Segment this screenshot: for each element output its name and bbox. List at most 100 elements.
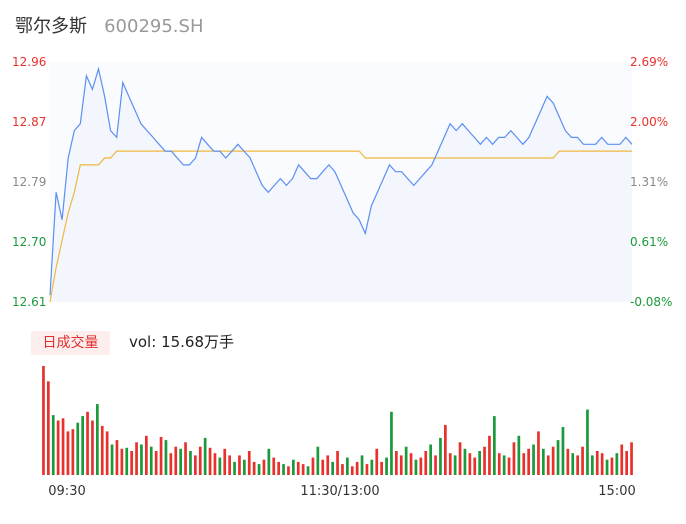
price-tick-label: 12.61 bbox=[12, 295, 46, 309]
volume-bar bbox=[478, 451, 481, 475]
volume-bar bbox=[272, 457, 276, 475]
volume-bar bbox=[341, 464, 344, 475]
volume-bar bbox=[76, 422, 80, 475]
volume-bar bbox=[439, 437, 442, 475]
pct-tick-label: -0.08% bbox=[630, 295, 672, 309]
volume-bar bbox=[194, 455, 197, 475]
volume-bar bbox=[66, 431, 70, 475]
volume-bar bbox=[395, 451, 398, 475]
volume-bar bbox=[287, 466, 290, 475]
volume-readout-value: 15.68万手 bbox=[161, 333, 235, 351]
pct-tick-label: 1.31% bbox=[630, 175, 668, 189]
volume-bar bbox=[120, 448, 124, 475]
volume-bar bbox=[174, 446, 178, 475]
price-tick-label: 12.96 bbox=[12, 55, 46, 69]
volume-bar bbox=[493, 416, 496, 475]
time-tick-label: 15:00 bbox=[598, 484, 635, 499]
avg-price-line bbox=[49, 150, 632, 303]
volume-bar bbox=[551, 446, 555, 475]
volume-bar bbox=[586, 409, 589, 475]
volume-bar bbox=[208, 447, 212, 476]
volume-bar bbox=[223, 448, 227, 475]
volume-bar bbox=[135, 442, 138, 475]
volume-bar bbox=[355, 461, 359, 475]
volume-bar bbox=[380, 461, 383, 475]
volume-bar bbox=[47, 381, 50, 475]
volume-bar bbox=[292, 459, 295, 475]
time-tick-label: 09:30 bbox=[48, 484, 85, 499]
volume-bar bbox=[154, 451, 158, 475]
volume-bar bbox=[96, 404, 99, 475]
volume-bar bbox=[311, 457, 315, 475]
price-tick-label: 12.79 bbox=[12, 175, 46, 189]
volume-bar bbox=[184, 442, 187, 475]
volume-bar bbox=[424, 451, 428, 475]
volume-bar bbox=[502, 455, 506, 475]
volume-bar bbox=[86, 411, 89, 475]
volume-bar bbox=[267, 448, 271, 475]
volume-bar bbox=[296, 461, 300, 475]
volume-bar bbox=[198, 446, 202, 475]
volume-bar bbox=[238, 455, 241, 475]
volume-bar bbox=[149, 446, 153, 475]
volume-bar bbox=[42, 366, 45, 475]
volume-bar bbox=[453, 455, 457, 475]
volume-bar bbox=[233, 461, 236, 475]
intraday-price-chart: 12.96 12.87 12.79 12.70 12.61 2.69% 2.00% 1.31%… bbox=[12, 55, 672, 309]
volume-bar bbox=[532, 444, 535, 475]
time-tick-label: 11:30/13:00 bbox=[300, 484, 379, 499]
volume-bar bbox=[468, 453, 472, 475]
volume-bar bbox=[522, 453, 526, 475]
volume-bar bbox=[301, 464, 305, 475]
volume-bar bbox=[159, 436, 163, 475]
price-tick-label: 12.70 bbox=[12, 235, 46, 249]
volume-bar bbox=[179, 448, 182, 475]
volume-bar bbox=[561, 427, 565, 475]
volume-bar bbox=[463, 448, 467, 475]
stock-name: 鄂尔多斯 bbox=[15, 16, 87, 37]
volume-bar bbox=[537, 431, 540, 475]
volume-bar bbox=[71, 429, 75, 475]
volume-bar bbox=[576, 455, 579, 475]
volume-readout-label: vol: bbox=[129, 333, 157, 351]
volume-bar bbox=[591, 455, 594, 475]
volume-bar bbox=[169, 453, 173, 475]
volume-bar bbox=[488, 435, 491, 475]
volume-bar bbox=[105, 431, 109, 475]
volume-bar bbox=[517, 435, 521, 475]
volume-bar bbox=[527, 448, 530, 475]
volume-bar bbox=[277, 461, 280, 475]
volume-bar bbox=[100, 425, 104, 475]
volume-bar bbox=[385, 457, 388, 475]
volume-bar bbox=[282, 464, 285, 475]
volume-bar bbox=[581, 446, 584, 475]
volume-bar bbox=[316, 446, 320, 475]
volume-bar bbox=[630, 442, 633, 475]
volume-bar bbox=[473, 457, 477, 475]
volume-bar bbox=[228, 455, 231, 475]
volume-bar bbox=[350, 466, 354, 475]
volume-bar bbox=[257, 464, 261, 475]
daily-volume-tab[interactable]: 日成交量 bbox=[31, 331, 110, 355]
volume-bar bbox=[610, 457, 614, 475]
volume-bar bbox=[189, 451, 192, 475]
volume-bar bbox=[615, 453, 619, 475]
volume-bar bbox=[409, 453, 413, 475]
pct-tick-label: 0.61% bbox=[630, 235, 668, 249]
volume-bar bbox=[483, 446, 486, 475]
volume-bar bbox=[262, 459, 266, 475]
volume-bar bbox=[130, 451, 133, 475]
volume-bar bbox=[571, 453, 575, 475]
volume-bar bbox=[91, 420, 94, 475]
volume-bar bbox=[444, 424, 447, 475]
volume-readout: vol: 15.68万手 bbox=[129, 331, 234, 353]
pct-tick-label: 2.69% bbox=[630, 55, 668, 69]
volume-bar bbox=[595, 451, 599, 475]
volume-bar bbox=[556, 440, 560, 475]
volume-bar bbox=[213, 453, 217, 475]
volume-bar bbox=[566, 448, 570, 475]
volume-bar bbox=[140, 444, 143, 475]
volume-bar bbox=[336, 451, 339, 475]
volume-bar bbox=[164, 440, 168, 475]
volume-bar bbox=[218, 457, 222, 475]
